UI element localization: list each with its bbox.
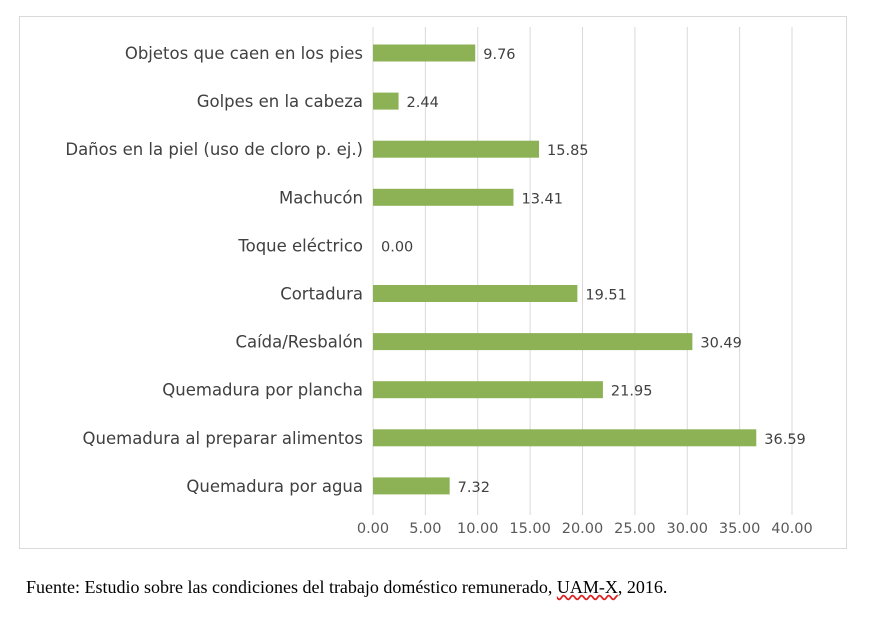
data-label: 30.49 [700,336,742,352]
category-label: Quemadura por plancha [162,381,363,400]
category-label: Quemadura al preparar alimentos [83,429,363,448]
data-label: 7.32 [458,480,490,496]
x-tick-label: 20.00 [562,521,604,537]
x-tick-label: 25.00 [614,521,656,537]
category-label: Caída/Resbalón [235,333,363,352]
data-label: 9.76 [483,47,515,63]
bar [373,140,540,158]
bar [373,429,757,447]
x-tick-label: 30.00 [666,521,708,537]
bar [373,285,578,302]
value-labels: 9.76 2.44 15.85 13.41 0.00 19.51 30.49 21.95 36.… [381,47,806,496]
x-tick-label: 40.00 [771,521,813,537]
source-caption: Fuente: Estudio sobre las condiciones de… [26,577,876,598]
x-tick-label: 15.00 [509,521,551,537]
x-tick-label: 5.00 [409,521,441,537]
bars [373,44,757,495]
data-label: 2.44 [407,95,439,111]
category-label: Objetos que caen en los pies [125,44,363,63]
data-label: 0.00 [381,239,413,255]
category-labels: Objetos que caen en los pies Golpes en la… [65,44,363,496]
category-label: Machucón [279,188,363,207]
bar [373,44,476,62]
chart-frame: Objetos que caen en los pies Golpes en la… [19,16,847,549]
data-label: 15.85 [547,143,589,159]
gridlines [372,27,793,515]
data-label: 36.59 [764,432,806,448]
caption-year: , 2016. [617,577,668,597]
bar [373,477,450,495]
x-axis-tick-labels: 0.00 5.00 10.00 15.00 20.00 25.00 30.00 35.00 40… [357,521,813,537]
x-tick-label: 35.00 [719,521,761,537]
category-label: Cortadura [280,285,363,304]
caption-text: Fuente: Estudio sobre las condiciones de… [26,577,557,597]
bar [373,333,693,351]
category-label: Daños en la piel (uso de cloro p. ej.) [65,140,363,159]
caption-institution: UAM-X [556,577,618,597]
x-tick-label: 10.00 [457,521,499,537]
category-label: Golpes en la cabeza [197,92,363,111]
bar [373,188,514,206]
data-label: 21.95 [611,384,653,400]
x-tick-label: 0.00 [357,521,389,537]
category-label: Quemadura por agua [186,477,363,496]
data-label: 19.51 [585,288,627,304]
bar [373,381,603,399]
bar-chart: Objetos que caen en los pies Golpes en la… [65,27,813,537]
category-label: Toque eléctrico [237,236,363,255]
data-label: 13.41 [521,191,563,207]
bar [373,92,399,110]
